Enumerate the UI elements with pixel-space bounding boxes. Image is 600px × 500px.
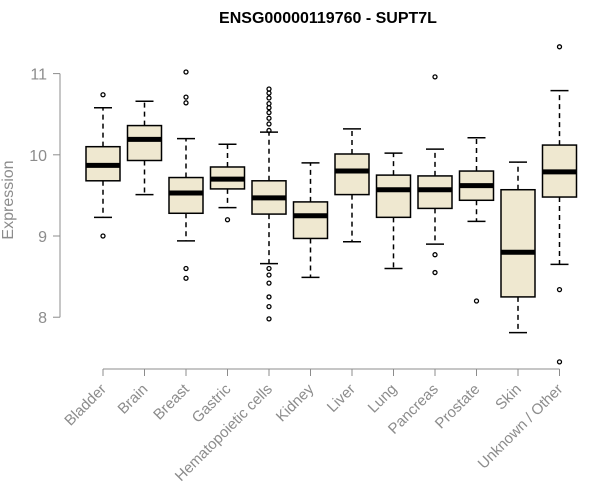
outlier-prostate-0 — [473, 298, 480, 304]
box-liver — [334, 128, 370, 243]
outlier-hematopoietic-cells-7 — [266, 121, 272, 127]
outlier-unknown-other-0 — [556, 359, 563, 365]
y-tick-label-11: 11 — [30, 67, 47, 84]
outlier-hematopoietic-cells-12 — [266, 95, 272, 101]
iqr-box-skin — [500, 188, 536, 298]
outlier-hematopoietic-cells-3 — [266, 280, 272, 286]
y-axis: 8 9 10 11 — [29, 67, 61, 327]
box-series — [85, 44, 578, 365]
outlier-hematopoietic-cells-0 — [266, 316, 272, 322]
box-breast — [168, 69, 204, 281]
x-tick-label-prostate: Prostate — [432, 381, 484, 433]
box-skin — [500, 161, 536, 334]
outlier-hematopoietic-cells-5 — [266, 265, 272, 272]
box-unknown-other — [541, 44, 578, 365]
outlier-hematopoietic-cells-14 — [266, 86, 272, 92]
outlier-bladder-0 — [100, 233, 106, 239]
y-axis-label: Expression — [0, 160, 17, 239]
outlier-breast-4 — [183, 69, 189, 75]
outlier-breast-1 — [183, 265, 189, 272]
box-pancreas — [417, 74, 453, 276]
box-bladder — [85, 92, 121, 239]
outlier-hematopoietic-cells-11 — [266, 100, 272, 107]
outlier-hematopoietic-cells-6 — [266, 127, 272, 134]
outlier-hematopoietic-cells-2 — [266, 294, 272, 300]
iqr-box-lung — [375, 174, 412, 219]
iqr-box-brain — [126, 124, 163, 162]
x-tick-label-breast: Breast — [150, 380, 193, 423]
outlier-hematopoietic-cells-1 — [266, 304, 272, 310]
outlier-hematopoietic-cells-8 — [266, 115, 272, 121]
box-kidney — [292, 162, 329, 279]
x-tick-label-skin: Skin — [492, 381, 525, 414]
x-tick-label-lung: Lung — [365, 381, 401, 417]
outlier-hematopoietic-cells-4 — [266, 272, 272, 278]
chart-title: ENSG00000119760 - SUPT7L — [219, 10, 437, 27]
box-hematopoietic-cells — [251, 86, 287, 322]
outlier-unknown-other-1 — [556, 286, 563, 293]
box-prostate — [458, 137, 495, 304]
outlier-unknown-other-2 — [556, 44, 563, 50]
outlier-breast-3 — [183, 94, 189, 100]
box-lung — [375, 152, 412, 270]
x-tick-label-kidney: Kidney — [273, 380, 318, 425]
iqr-box-liver — [334, 153, 370, 196]
iqr-box-kidney — [292, 201, 329, 240]
x-tick-label-liver: Liver — [324, 381, 359, 416]
box-brain — [126, 100, 163, 196]
box-gastric — [209, 143, 246, 223]
outlier-gastric-0 — [224, 217, 231, 223]
outlier-pancreas-1 — [432, 252, 438, 258]
outlier-bladder-1 — [100, 92, 106, 98]
outlier-breast-2 — [183, 100, 189, 106]
outlier-hematopoietic-cells-9 — [266, 109, 272, 116]
x-tick-label-brain: Brain — [115, 381, 152, 418]
outlier-pancreas-2 — [432, 74, 438, 80]
outlier-hematopoietic-cells-10 — [266, 105, 272, 111]
y-tick-label-8: 8 — [38, 310, 47, 327]
x-tick-label-bladder: Bladder — [61, 381, 110, 430]
y-tick-label-10: 10 — [29, 148, 47, 165]
outlier-hematopoietic-cells-13 — [266, 90, 272, 96]
outlier-pancreas-0 — [432, 269, 438, 276]
outlier-breast-0 — [183, 275, 189, 281]
y-tick-label-9: 9 — [38, 229, 47, 246]
